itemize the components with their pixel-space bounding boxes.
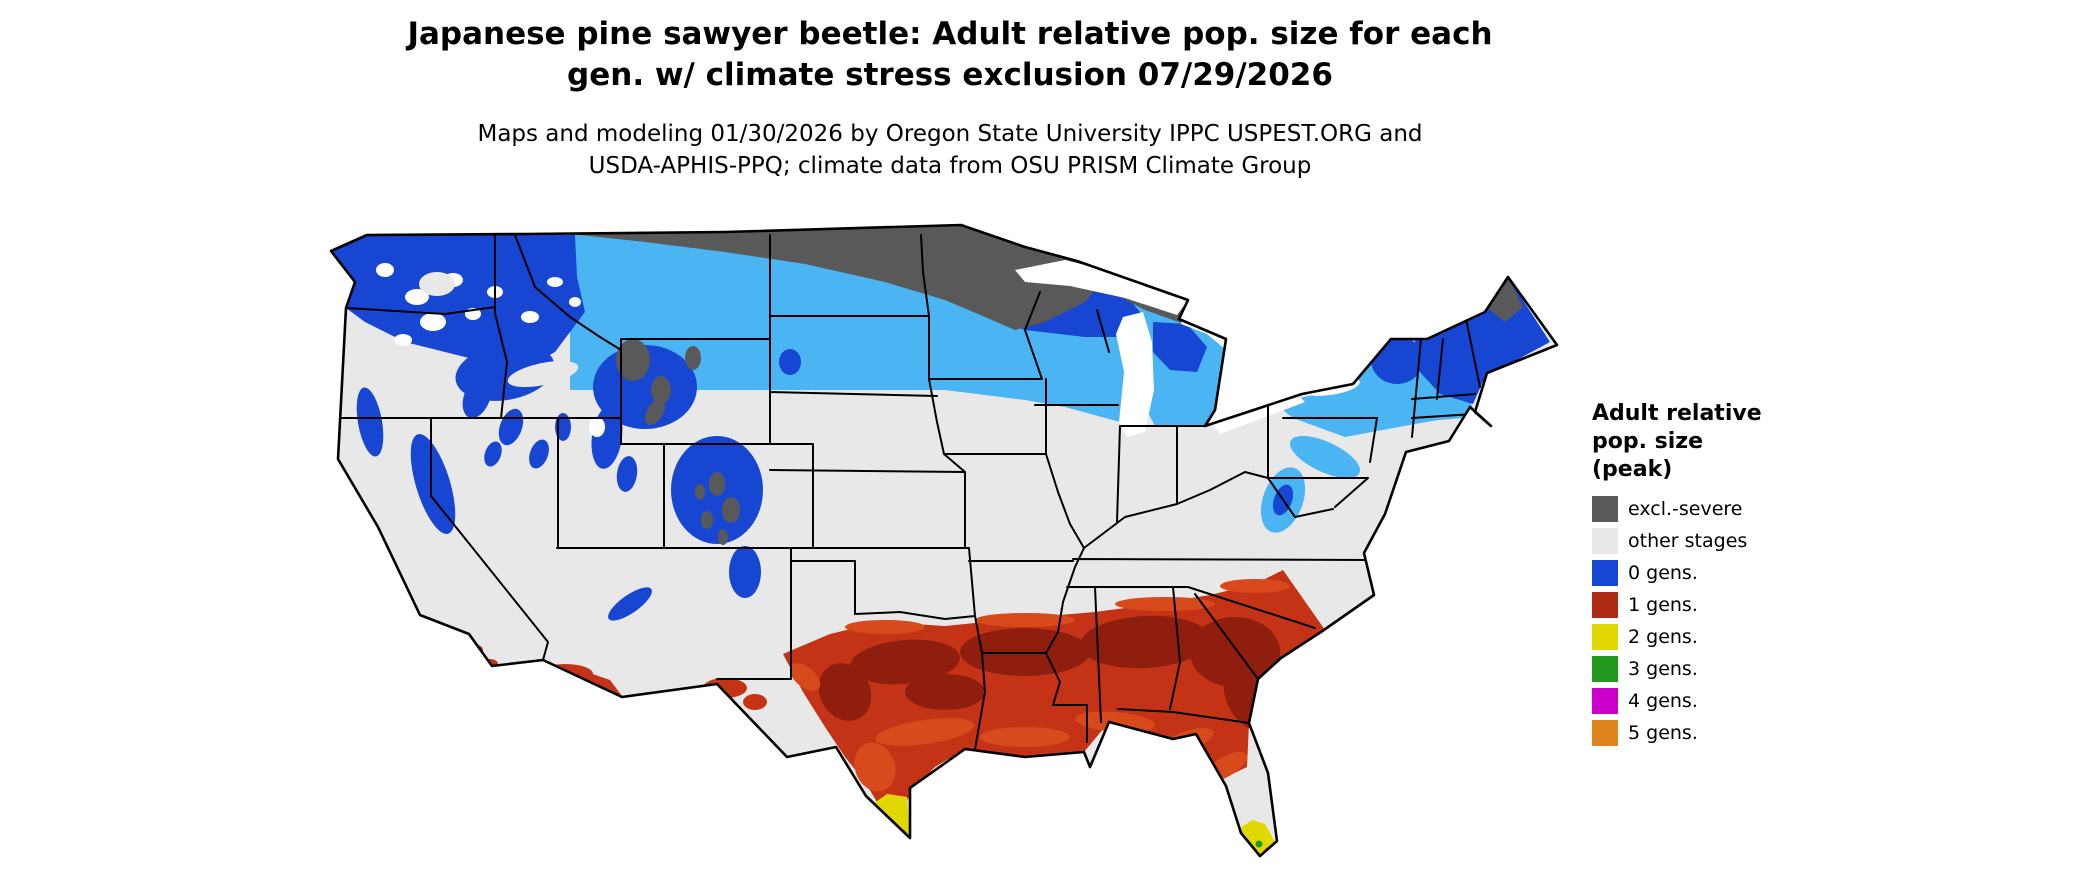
us-map-svg — [329, 223, 1559, 858]
legend-title-line3: (peak) — [1592, 457, 1673, 483]
map-region-valley-other-stages — [376, 272, 579, 554]
legend-label-4-gens: 4 gens. — [1628, 690, 1698, 713]
us-outline — [329, 223, 1559, 858]
legend-item-excl-severe: excl.-severe — [1592, 496, 1812, 523]
page-title-line2: gen. w/ climate stress exclusion 07/29/2… — [567, 56, 1333, 93]
legend-swatch-excl-severe — [1592, 496, 1618, 523]
legend-item-other-stages: other stages — [1592, 528, 1812, 555]
lake-superior — [1015, 260, 1188, 315]
legend-label-3-gens: 3 gens. — [1628, 658, 1698, 681]
subtitle: Maps and modeling 01/30/2026 by Oregon S… — [0, 118, 1900, 182]
legend-title-line2: pop. size — [1592, 429, 1703, 455]
map-legend: Adult relative pop. size (peak) excl.-se… — [1592, 400, 1812, 752]
legend-item-0-gens: 0 gens. — [1592, 560, 1812, 587]
legend-label-0-gens: 0 gens. — [1628, 562, 1698, 585]
page-title-line1: Japanese pine sawyer beetle: Adult relat… — [407, 16, 1493, 52]
map-region-3-gens-specks — [1255, 840, 1263, 848]
legend-item-5-gens: 5 gens. — [1592, 720, 1812, 747]
legend-label-other-stages: other stages — [1628, 530, 1748, 553]
subtitle-line1: Maps and modeling 01/30/2026 by Oregon S… — [477, 120, 1423, 147]
legend-swatch-other-stages — [1592, 528, 1618, 555]
great-salt-lake — [589, 417, 605, 437]
us-map — [325, 222, 1565, 892]
legend-label-excl-severe: excl.-severe — [1628, 498, 1743, 521]
legend-title-line1: Adult relative — [1592, 401, 1762, 426]
legend-label-5-gens: 5 gens. — [1628, 722, 1698, 745]
legend-item-1-gens: 1 gens. — [1592, 592, 1812, 619]
headings: Japanese pine sawyer beetle: Adult relat… — [0, 14, 1900, 182]
legend-swatch-2-gens — [1592, 624, 1618, 651]
lake-erie — [1213, 394, 1305, 434]
legend-label-2-gens: 2 gens. — [1628, 626, 1698, 649]
legend-swatch-3-gens — [1592, 656, 1618, 683]
subtitle-line2: USDA-APHIS-PPQ; climate data from OSU PR… — [588, 153, 1312, 179]
legend-swatch-0-gens — [1592, 560, 1618, 587]
legend-swatch-4-gens — [1592, 688, 1618, 715]
legend-item-4-gens: 4 gens. — [1592, 688, 1812, 715]
legend-swatch-1-gens — [1592, 592, 1618, 619]
legend-title: Adult relative pop. size (peak) — [1592, 400, 1812, 484]
legend-item-2-gens: 2 gens. — [1592, 624, 1812, 651]
state-borders — [338, 234, 1481, 750]
legend-label-1-gens: 1 gens. — [1628, 594, 1698, 617]
legend-swatch-5-gens — [1592, 720, 1618, 747]
lake-michigan — [1116, 312, 1154, 437]
legend-item-3-gens: 3 gens. — [1592, 656, 1812, 683]
